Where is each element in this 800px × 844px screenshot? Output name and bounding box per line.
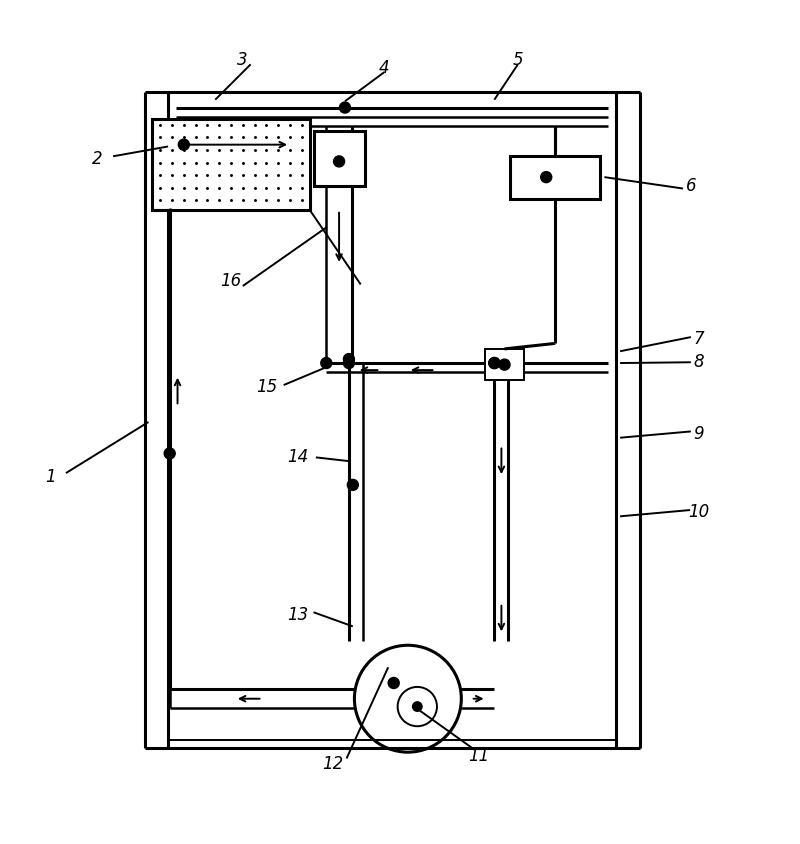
Circle shape: [164, 448, 175, 459]
Circle shape: [321, 358, 332, 369]
Circle shape: [343, 354, 354, 365]
Bar: [152, 119, 310, 210]
Text: 6: 6: [686, 177, 696, 195]
Text: 2: 2: [92, 149, 102, 168]
Text: 3: 3: [238, 51, 248, 69]
Text: 9: 9: [694, 425, 704, 443]
Circle shape: [413, 702, 422, 711]
Text: 15: 15: [256, 377, 277, 396]
Text: 1: 1: [45, 468, 55, 486]
Circle shape: [178, 139, 190, 150]
Circle shape: [541, 171, 552, 182]
Text: 16: 16: [220, 272, 242, 289]
Circle shape: [489, 358, 500, 369]
Text: 5: 5: [513, 51, 523, 69]
Bar: [485, 349, 524, 381]
Circle shape: [347, 479, 358, 490]
Text: 12: 12: [322, 755, 344, 773]
Circle shape: [339, 102, 350, 113]
Circle shape: [489, 358, 500, 369]
Text: 14: 14: [287, 448, 309, 467]
Circle shape: [343, 358, 354, 369]
Text: 4: 4: [379, 59, 390, 78]
Circle shape: [388, 678, 399, 689]
Bar: [510, 155, 601, 198]
Text: 8: 8: [694, 354, 704, 371]
Text: 13: 13: [287, 606, 309, 624]
Text: 11: 11: [468, 747, 490, 766]
Text: 7: 7: [694, 331, 704, 349]
Bar: [314, 131, 365, 187]
Circle shape: [499, 359, 510, 371]
Circle shape: [334, 156, 345, 167]
Text: 10: 10: [688, 503, 710, 522]
